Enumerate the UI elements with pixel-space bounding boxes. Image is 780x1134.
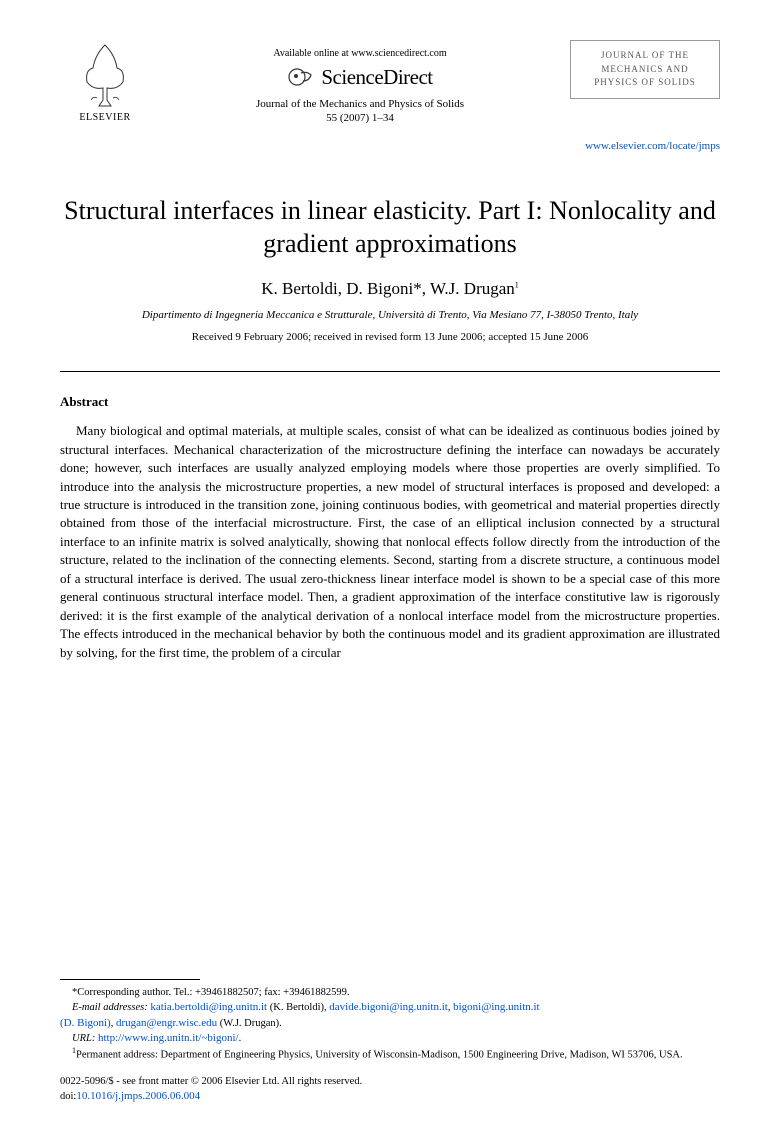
email-label: E-mail addresses: [72, 1002, 148, 1013]
sidebar-line-1: JOURNAL OF THE [577, 49, 713, 63]
authors-text: K. Bertoldi, D. Bigoni*, W.J. Drugan [261, 279, 515, 298]
email3-who: (D. Bigoni) [60, 1017, 111, 1029]
elsevier-logo-block: ELSEVIER [60, 40, 150, 123]
email-drugan[interactable]: drugan@engr.wisc.edu [116, 1017, 217, 1029]
abstract-body: Many biological and optimal materials, a… [60, 422, 720, 662]
header-center: Available online at www.sciencedirect.co… [150, 48, 570, 126]
email-bertoldi[interactable]: katia.bertoldi@ing.unitn.it [150, 1001, 267, 1013]
issn-block: 0022-5096/$ - see front matter © 2006 El… [60, 1075, 720, 1104]
journal-name: Journal of the Mechanics and Physics of … [256, 98, 464, 110]
sidebar-line-3: PHYSICS OF SOLIDS [577, 76, 713, 90]
author-footnote-sup: 1 [515, 281, 519, 290]
doi-line: doi:10.1016/j.jmps.2006.06.004 [60, 1089, 720, 1104]
email4-who: (W.J. Drugan). [217, 1018, 282, 1029]
sciencedirect-icon [287, 63, 315, 91]
email-line-2: (D. Bigoni), drugan@engr.wisc.edu (W.J. … [60, 1016, 720, 1031]
url-end: . [239, 1033, 242, 1044]
elsevier-tree-icon [75, 40, 135, 110]
elsevier-label: ELSEVIER [79, 112, 130, 123]
perm-addr-text: Permanent address: Department of Enginee… [76, 1049, 683, 1060]
abstract-heading: Abstract [60, 394, 720, 410]
url-line: URL: http://www.ing.unitn.it/~bigoni/. [60, 1031, 720, 1046]
email-bigoni-2[interactable]: bigoni@ing.unitn.it [453, 1001, 540, 1013]
journal-volume: 55 (2007) 1–34 [326, 112, 394, 124]
article-title: Structural interfaces in linear elastici… [60, 194, 720, 262]
sciencedirect-logo: ScienceDirect [287, 63, 432, 91]
journal-title-box: JOURNAL OF THE MECHANICS AND PHYSICS OF … [570, 40, 720, 99]
journal-homepage-link[interactable]: www.elsevier.com/locate/jmps [585, 140, 720, 152]
footnotes-block: *Corresponding author. Tel.: +3946188250… [60, 979, 720, 1104]
authors-line: K. Bertoldi, D. Bigoni*, W.J. Drugan1 [60, 279, 720, 299]
issn-line: 0022-5096/$ - see front matter © 2006 El… [60, 1075, 720, 1089]
rule-top [60, 371, 720, 372]
permanent-address: 1Permanent address: Department of Engine… [60, 1046, 720, 1063]
email1-who: (K. Bertoldi), [267, 1002, 329, 1013]
url-label: URL: [72, 1033, 95, 1044]
available-online-text: Available online at www.sciencedirect.co… [273, 48, 446, 59]
email-line: E-mail addresses: katia.bertoldi@ing.uni… [60, 1000, 720, 1015]
doi-link[interactable]: 10.1016/j.jmps.2006.06.004 [76, 1090, 200, 1102]
page-header: ELSEVIER Available online at www.science… [60, 40, 720, 126]
sidebar-line-2: MECHANICS AND [577, 63, 713, 77]
email-bigoni-1[interactable]: davide.bigoni@ing.unitn.it [329, 1001, 448, 1013]
doi-label: doi: [60, 1091, 76, 1102]
article-dates: Received 9 February 2006; received in re… [60, 331, 720, 343]
affiliation: Dipartimento di Ingegneria Meccanica e S… [60, 309, 720, 321]
author-url[interactable]: http://www.ing.unitn.it/~bigoni/ [98, 1032, 239, 1044]
footnote-rule [60, 979, 200, 980]
journal-link-row: www.elsevier.com/locate/jmps [60, 136, 720, 154]
sciencedirect-text: ScienceDirect [321, 65, 432, 90]
journal-citation: Journal of the Mechanics and Physics of … [256, 97, 464, 126]
corresponding-author-note: *Corresponding author. Tel.: +3946188250… [60, 986, 720, 1000]
